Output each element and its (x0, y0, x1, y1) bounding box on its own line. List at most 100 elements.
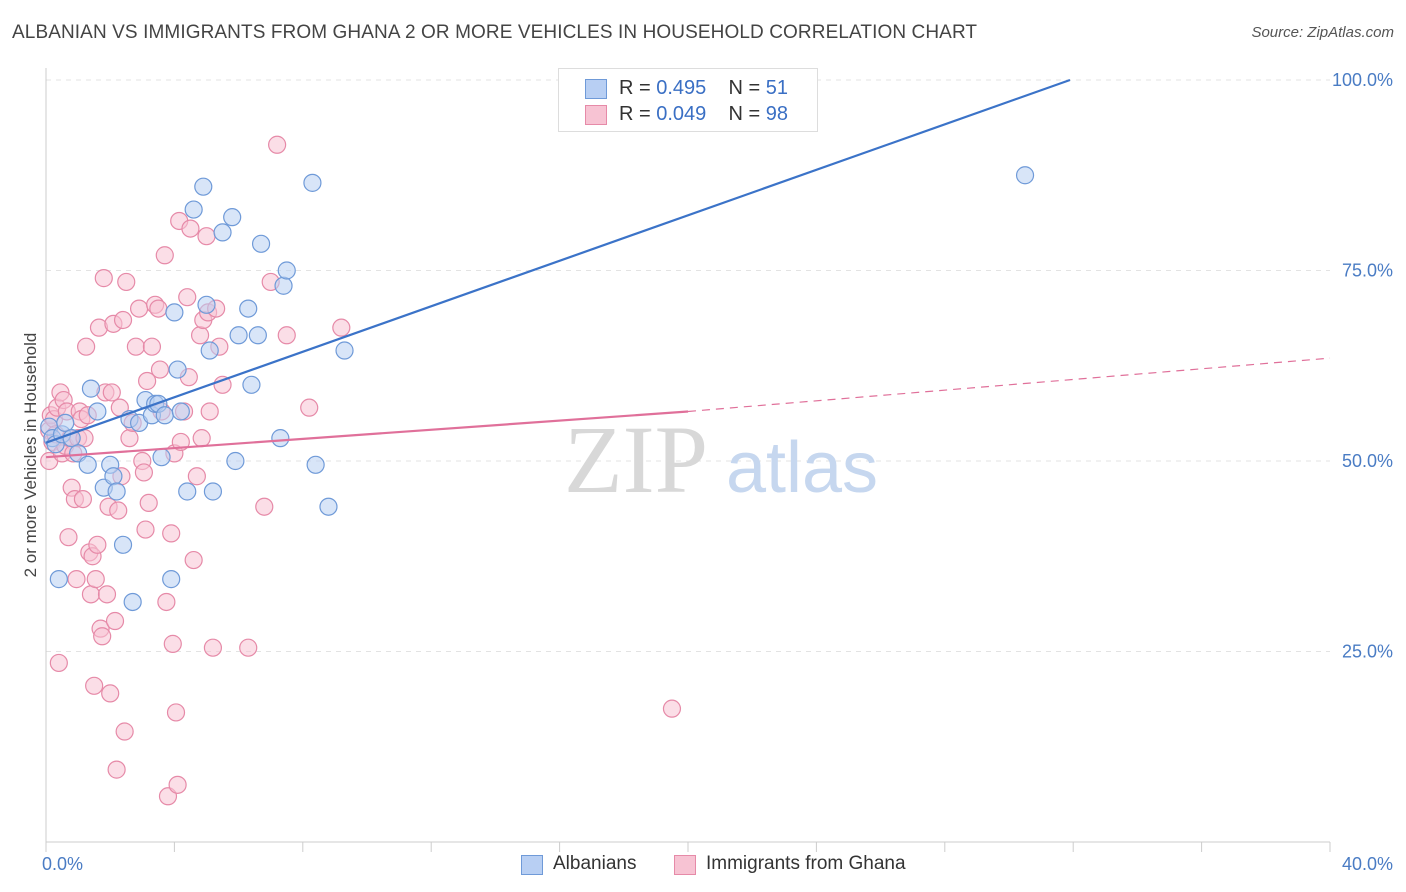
albanian-point (203, 482, 223, 501)
albanian-point (78, 455, 97, 474)
albanian-point (1015, 166, 1035, 185)
albanian-point (306, 455, 325, 474)
albanian-point (271, 429, 290, 448)
ghana-point (88, 535, 107, 554)
albanian-point (152, 448, 171, 467)
ghana-point (93, 627, 112, 646)
albanian-point (62, 429, 81, 448)
ghana-point (190, 326, 210, 345)
albanian-point (274, 276, 293, 295)
ghana-point (184, 550, 203, 570)
ghana-point (59, 528, 78, 547)
legend-r-value: 0.495 (656, 77, 707, 99)
bottom-legend-swatch-albanians (521, 855, 543, 875)
ghana-point (178, 288, 197, 307)
albanians-trend-line (45, 78, 1071, 444)
albanian-point (197, 295, 216, 314)
ghana-point (107, 760, 126, 779)
ghana-point (300, 398, 319, 417)
albanian-point (155, 406, 174, 425)
ghana-point (129, 299, 149, 318)
ghana-point (85, 676, 104, 695)
y-tick-label: 25.0% (1342, 642, 1393, 662)
albanian-point (223, 208, 242, 227)
albanian-point (251, 234, 271, 253)
ghana-point (200, 402, 219, 421)
ghana-point (117, 272, 136, 292)
chart-title: ALBANIAN VS IMMIGRANTS FROM GHANA 2 OR M… (12, 22, 978, 43)
legend-n-label: N = (728, 77, 761, 99)
x-tick-label: 0.0% (42, 854, 83, 874)
albanian-point (123, 592, 142, 612)
ghana-trend-line (45, 410, 689, 459)
y-tick-label: 100.0% (1332, 70, 1393, 90)
albanian-point (239, 299, 258, 318)
bottom-legend-label: Albanians (553, 853, 637, 874)
albanian-point (242, 375, 261, 394)
bottom-legend-ghana: Immigrants from Ghana (674, 852, 934, 878)
albanian-point (184, 200, 203, 219)
ghana-point (136, 520, 155, 539)
ghana-point (101, 684, 120, 703)
ghana-point (97, 585, 117, 604)
ghana-point (67, 570, 86, 589)
albanian-point (88, 402, 107, 421)
watermark-zip: ZIP (564, 406, 708, 513)
ghana-point (102, 383, 121, 402)
albanian-point (194, 177, 213, 196)
albanian-point (171, 402, 190, 421)
albanian-point (162, 570, 181, 589)
albanian-point (335, 341, 354, 360)
ghana-point (155, 246, 174, 265)
chart-source: Source: ZipAtlas.com (1251, 24, 1394, 41)
y-axis-label: 2 or more Vehicles in Household (21, 333, 40, 578)
legend-r-label: R = (619, 77, 651, 99)
albanian-point (104, 467, 123, 486)
legend-n-value: 51 (765, 77, 789, 99)
albanian-point (213, 223, 232, 242)
ghana-point (163, 634, 182, 653)
legend-swatch-albanians (585, 79, 607, 99)
ghana-point (157, 592, 176, 612)
x-tick-label: 40.0% (1342, 854, 1393, 874)
ghana-point (187, 467, 206, 486)
stats-legend: R = 0.495 N = 51 R = 0.049 N = 98 (558, 68, 818, 132)
y-tick-label: 50.0% (1342, 451, 1393, 471)
albanian-point (168, 360, 187, 379)
ghana-point (142, 337, 162, 356)
ghana-point (77, 337, 96, 356)
grid (46, 79, 1330, 652)
albanian-point (81, 379, 101, 398)
ghana-point (192, 429, 211, 448)
albanian-point (277, 261, 296, 280)
ghana-point (126, 337, 145, 356)
albanian-point (107, 482, 126, 501)
series-ghana-points (40, 135, 682, 806)
bottom-legend-albanians: Albanians (521, 852, 661, 878)
legend-r-label: R = (619, 103, 651, 125)
ghana-point (109, 501, 128, 520)
y-tick-label: 75.0% (1342, 261, 1393, 281)
watermark: ZIP atlas (564, 406, 878, 513)
series-albanians-points (40, 166, 1035, 612)
ghana-point (168, 775, 187, 794)
ghana-point (203, 638, 223, 657)
albanian-point (226, 451, 245, 471)
albanian-point (200, 341, 219, 360)
bottom-legend-label: Immigrants from Ghana (706, 853, 906, 874)
ghana-point (81, 585, 101, 604)
albanian-point (229, 326, 248, 345)
ghana-point (197, 227, 216, 246)
ghana-point (49, 653, 68, 673)
ghana-point (73, 490, 93, 509)
albanian-point (49, 570, 68, 589)
ghana-point (162, 524, 181, 543)
tick-labels: 25.0% 50.0% 75.0% 100.0% 0.0% 40.0% (42, 70, 1393, 874)
albanian-point (113, 535, 133, 554)
ghana-point (277, 326, 296, 345)
legend-r-value: 0.049 (656, 103, 707, 125)
ghana-point (113, 310, 133, 330)
ghana-point (662, 699, 682, 718)
albanian-point (248, 326, 267, 345)
ghana-point (115, 722, 134, 741)
